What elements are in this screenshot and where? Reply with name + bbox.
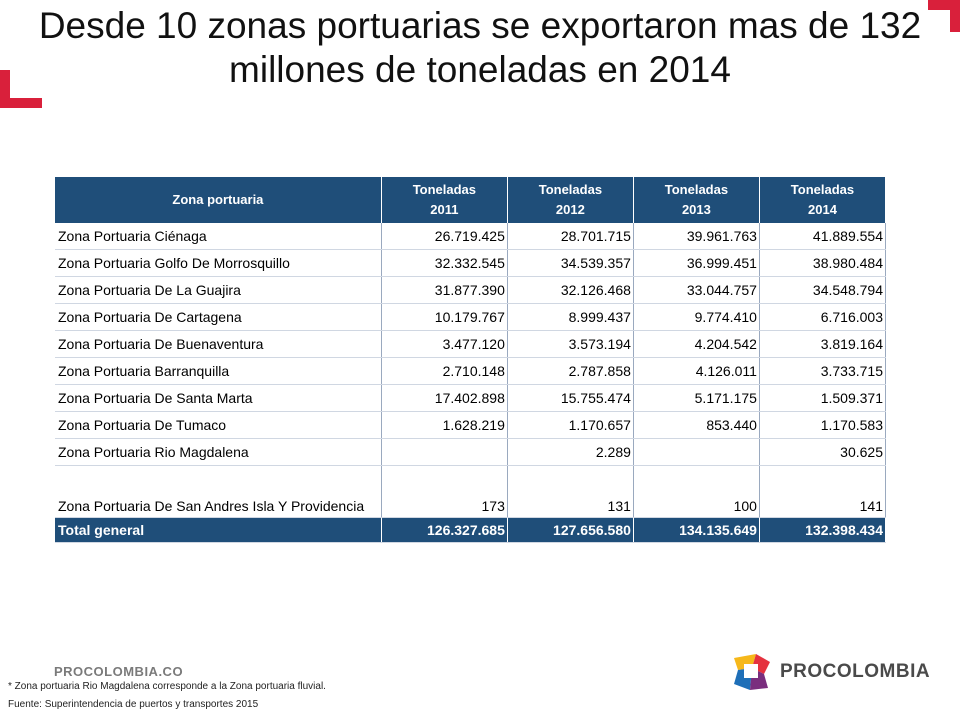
zone-name: Zona Portuaria Ciénaga	[55, 223, 382, 250]
zone-name: Zona Portuaria Barranquilla	[55, 357, 382, 385]
tons-cell: 26.719.425	[381, 223, 508, 250]
zone-name: Zona Portuaria De Cartagena	[55, 303, 382, 331]
tons-cell: 6.716.003	[759, 303, 887, 331]
zone-name: Zona Portuaria De Tumaco	[55, 411, 382, 439]
table-row: Zona Portuaria De San Andres Isla Y Prov…	[55, 465, 887, 518]
tons-cell: 1.509.371	[759, 384, 887, 412]
table-row: Zona Portuaria De Cartagena 10.179.767 8.9…	[55, 303, 887, 331]
table-row: Zona Portuaria Ciénaga 26.719.425 28.701.7…	[55, 223, 887, 250]
footnote-source: Fuente: Superintendencia de puertos y tr…	[8, 699, 259, 710]
tons-cell: 17.402.898	[381, 384, 508, 412]
total-row: Total general 126.327.685 127.656.580 134.1…	[55, 517, 887, 543]
tons-cell: 3.819.164	[759, 330, 887, 358]
procolombia-logo: PROCOLOMBIA	[734, 652, 930, 692]
procolombia-co-logo: PROCOLOMBIA.CO	[54, 664, 184, 679]
tons-cell: 4.126.011	[633, 357, 760, 385]
corner-accent-left	[0, 70, 42, 108]
tons-cell: 28.701.715	[507, 223, 634, 250]
tons-cell: 2.787.858	[507, 357, 634, 385]
tons-cell: 132.398.434	[759, 517, 887, 543]
tons-cell: 127.656.580	[507, 517, 634, 543]
zone-name: Zona Portuaria De La Guajira	[55, 276, 382, 304]
zone-name: Zona Portuaria De Santa Marta	[55, 384, 382, 412]
tons-cell: 173	[381, 465, 508, 518]
header-2014: Toneladas 2014	[759, 177, 887, 223]
tons-cell: 4.204.542	[633, 330, 760, 358]
tons-cell: 2.710.148	[381, 357, 508, 385]
tons-cell: 39.961.763	[633, 223, 760, 250]
table-row: Zona Portuaria De La Guajira 31.877.390 32…	[55, 276, 887, 304]
table-header-row: Zona portuaria Toneladas 2011 Toneladas 20…	[55, 177, 887, 223]
tons-cell: 853.440	[633, 411, 760, 439]
tons-cell: 34.539.357	[507, 249, 634, 277]
tons-cell: 3.573.194	[507, 330, 634, 358]
header-zone: Zona portuaria	[55, 177, 382, 223]
tons-cell: 126.327.685	[381, 517, 508, 543]
table-row: Zona Portuaria Rio Magdalena 2.289 30.625	[55, 438, 887, 466]
tons-cell: 3.733.715	[759, 357, 887, 385]
tons-cell	[633, 438, 760, 466]
tons-cell: 3.477.120	[381, 330, 508, 358]
zone-name: Total general	[55, 517, 382, 543]
table-row: Zona Portuaria Barranquilla 2.710.148 2.78…	[55, 357, 887, 385]
tons-cell: 8.999.437	[507, 303, 634, 331]
header-2012: Toneladas 2012	[507, 177, 634, 223]
zone-name: Zona Portuaria Rio Magdalena	[55, 438, 382, 466]
ports-table: Zona portuaria Toneladas 2011 Toneladas 20…	[55, 177, 887, 543]
tons-cell: 9.774.410	[633, 303, 760, 331]
tons-cell: 36.999.451	[633, 249, 760, 277]
footnote-river: * Zona portuaria Rio Magdalena correspon…	[8, 681, 326, 692]
tons-cell: 1.170.583	[759, 411, 887, 439]
page-title: Desde 10 zonas portuarias se exportaron …	[38, 5, 922, 90]
tons-cell: 38.980.484	[759, 249, 887, 277]
table-row: Zona Portuaria De Santa Marta 17.402.898 1…	[55, 384, 887, 412]
tons-cell: 34.548.794	[759, 276, 887, 304]
footnotes: * Zona portuaria Rio Magdalena correspon…	[8, 678, 326, 714]
tons-cell: 32.126.468	[507, 276, 634, 304]
tons-cell: 33.044.757	[633, 276, 760, 304]
tons-cell: 5.171.175	[633, 384, 760, 412]
tons-cell: 134.135.649	[633, 517, 760, 543]
tons-cell: 2.289	[507, 438, 634, 466]
tons-cell: 141	[759, 465, 887, 518]
zone-name: Zona Portuaria Golfo De Morrosquillo	[55, 249, 382, 277]
tons-cell: 131	[507, 465, 634, 518]
tons-cell: 100	[633, 465, 760, 518]
tons-cell: 30.625	[759, 438, 887, 466]
tons-cell: 32.332.545	[381, 249, 508, 277]
tons-cell: 1.628.219	[381, 411, 508, 439]
zone-name: Zona Portuaria De Buenaventura	[55, 330, 382, 358]
tons-cell	[381, 438, 508, 466]
tons-cell: 15.755.474	[507, 384, 634, 412]
brand-name: PROCOLOMBIA	[780, 661, 931, 682]
tons-cell: 41.889.554	[759, 223, 887, 250]
header-2013: Toneladas 2013	[633, 177, 760, 223]
procolombia-mark-icon	[734, 654, 770, 690]
header-2011: Toneladas 2011	[381, 177, 508, 223]
tons-cell: 1.170.657	[507, 411, 634, 439]
zone-name: Zona Portuaria De San Andres Isla Y Prov…	[55, 465, 382, 518]
table-row: Zona Portuaria Golfo De Morrosquillo 32.3…	[55, 249, 887, 277]
table-row: Zona Portuaria De Buenaventura 3.477.120 3…	[55, 330, 887, 358]
table-row: Zona Portuaria De Tumaco 1.628.219 1.170.6…	[55, 411, 887, 439]
tons-cell: 31.877.390	[381, 276, 508, 304]
tons-cell: 10.179.767	[381, 303, 508, 331]
corner-accent-top-right	[928, 0, 960, 32]
